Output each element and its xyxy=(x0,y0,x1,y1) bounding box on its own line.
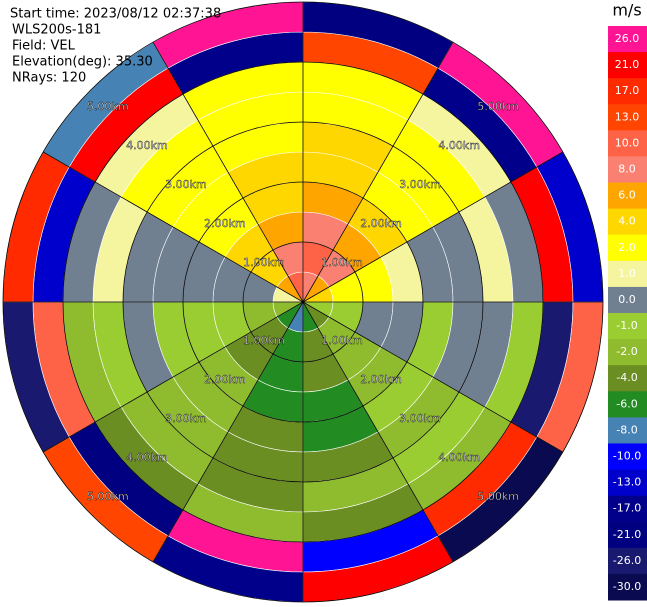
colorbar-block xyxy=(608,104,647,131)
range-label: 2.00km xyxy=(360,373,402,386)
range-label: 4.00km xyxy=(126,451,168,464)
colorbar-block xyxy=(608,52,647,79)
colorbar-label: -13.0 xyxy=(613,476,641,489)
header-line: Start time: 2023/08/12 02:37:38 xyxy=(10,7,221,22)
colorbar-label: 4.0 xyxy=(618,215,636,228)
range-label: 3.00km xyxy=(165,178,207,191)
range-label: 2.00km xyxy=(360,217,402,230)
plot-area: 1.00km 1.00km 1.00km 1.00km 2.00km 2.00km 2.00… xyxy=(2,1,604,603)
range-label: 1.00km xyxy=(243,256,285,269)
range-label: 5.00km xyxy=(477,490,519,503)
colorbar-label: 1.0 xyxy=(618,267,636,280)
colorbar-block xyxy=(608,260,647,288)
radial-line xyxy=(302,41,454,303)
colorbar-block xyxy=(608,417,647,444)
header-line: NRays: 120 xyxy=(12,71,86,86)
colorbar-block xyxy=(608,182,647,210)
colorbar-label: -10.0 xyxy=(613,450,641,463)
colorbar-label: 21.0 xyxy=(615,58,640,71)
header-line: Field: VEL xyxy=(12,39,76,54)
colorbar-block xyxy=(608,234,647,262)
range-label: 3.00km xyxy=(165,412,207,425)
colorbar-label: 17.0 xyxy=(615,84,640,97)
radial-line xyxy=(302,301,454,563)
colorbar-label: -4.0 xyxy=(616,371,637,384)
colorbar-block xyxy=(608,78,647,105)
radial-line xyxy=(42,301,304,453)
colorbar-label: 8.0 xyxy=(618,163,636,176)
colorbar-label: -1.0 xyxy=(616,319,637,332)
colorbar-block xyxy=(608,469,647,497)
radial-line xyxy=(302,151,564,303)
range-label: 1.00km xyxy=(243,334,285,347)
colorbar-block xyxy=(608,156,647,184)
header-line: WLS200s-181 xyxy=(12,23,101,38)
range-label: 5.00km xyxy=(87,490,129,503)
radial-line xyxy=(42,151,304,303)
radial-line xyxy=(152,301,304,563)
colorbar-label: -6.0 xyxy=(616,397,637,410)
colorbar-block xyxy=(608,391,647,418)
colorbar-block xyxy=(608,208,647,236)
colorbar-block xyxy=(608,286,647,314)
colorbar: 26.0 21.0 17.0 13.0 10.0 8.0 6.0 4.0 2.0 1.0 0.0 -1… xyxy=(608,26,647,601)
range-ring xyxy=(62,61,544,543)
range-label: 3.00km xyxy=(399,178,441,191)
colorbar-label: -26.0 xyxy=(613,554,641,567)
range-ring xyxy=(2,1,604,603)
colorbar-label: -8.0 xyxy=(616,423,637,436)
colorbar-block xyxy=(608,130,647,157)
colorbar-block xyxy=(608,443,647,471)
colorbar-block xyxy=(608,521,647,549)
colorbar-label: 6.0 xyxy=(618,189,636,202)
colorbar-label: -17.0 xyxy=(613,502,641,515)
range-ring xyxy=(182,181,424,423)
colorbar-block xyxy=(608,495,647,523)
radial-line xyxy=(302,301,564,453)
range-label: 5.00km xyxy=(477,100,519,113)
colorbar-label: -2.0 xyxy=(616,345,637,358)
range-label: 2.00km xyxy=(204,373,246,386)
range-ring xyxy=(242,241,364,363)
colorbar-block xyxy=(608,365,647,392)
colorbar-label: 13.0 xyxy=(615,110,640,123)
unit-label: m/s xyxy=(612,1,641,20)
colorbar-label: -30.0 xyxy=(613,580,641,593)
colorbar-label: 26.0 xyxy=(615,32,640,45)
range-ring xyxy=(122,121,484,483)
radial-line xyxy=(152,41,304,303)
colorbar-block xyxy=(608,26,647,53)
colorbar-label: 2.0 xyxy=(618,241,636,254)
colorbar-label: 10.0 xyxy=(615,136,640,149)
range-label: 4.00km xyxy=(126,139,168,152)
colorbar-block xyxy=(608,547,647,575)
range-label: 4.00km xyxy=(438,139,480,152)
range-label: 4.00km xyxy=(438,451,480,464)
colorbar-label: 0.0 xyxy=(618,293,636,306)
range-label: 1.00km xyxy=(321,256,363,269)
range-label: 3.00km xyxy=(399,412,441,425)
colorbar-block xyxy=(608,573,647,601)
colorbar-label: -21.0 xyxy=(613,528,641,541)
range-label: 2.00km xyxy=(204,217,246,230)
colorbar-block xyxy=(608,339,647,366)
range-label: 1.00km xyxy=(321,334,363,347)
header-line: Elevation(deg): 35.30 xyxy=(12,55,153,70)
colorbar-block xyxy=(608,313,647,340)
range-label: 5.00km xyxy=(87,100,129,113)
